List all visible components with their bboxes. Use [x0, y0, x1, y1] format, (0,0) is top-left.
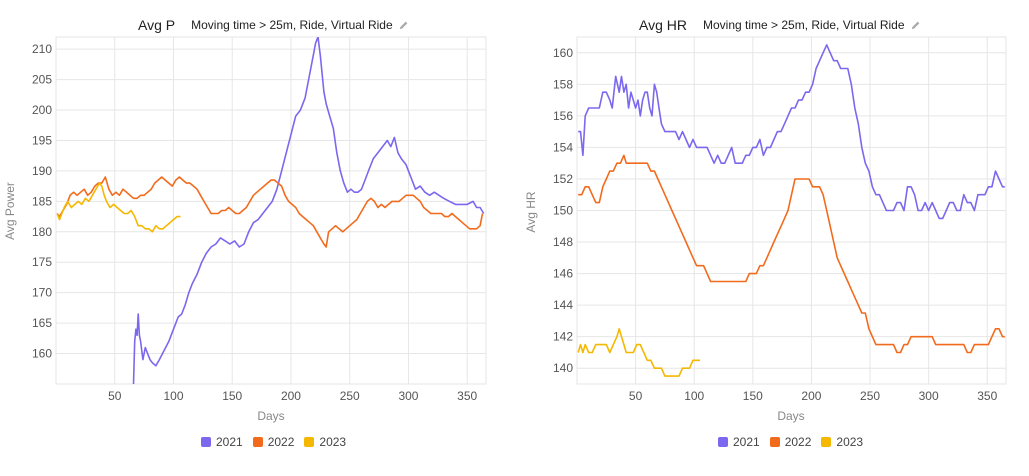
y-tick-label: 185: [32, 194, 52, 208]
y-tick-label: 180: [32, 225, 52, 239]
y-tick-label: 154: [553, 140, 573, 154]
legend-item-2021[interactable]: 2021: [718, 435, 760, 449]
y-tick-label: 175: [32, 255, 52, 269]
legend-label: 2022: [784, 435, 812, 449]
chart-avg-hr: 140 142 144 146 148 150 152 154 156 158 160 50 100 15…: [524, 36, 1007, 423]
legend-swatch: [201, 437, 211, 447]
chart-filter-subtitle[interactable]: Moving time > 25m, Ride, Virtual Ride: [702, 18, 905, 32]
y-tick-label: 205: [32, 73, 52, 87]
y-tick-label: 158: [553, 77, 573, 91]
pencil-icon[interactable]: [910, 20, 921, 31]
x-tick-label: 150: [743, 389, 763, 403]
chart-title: Avg P: [138, 17, 176, 33]
y-tick-label: 156: [553, 109, 573, 123]
y-tick-label: 150: [553, 204, 573, 218]
x-tick-label: 250: [340, 389, 360, 403]
y-tick-label: 144: [553, 298, 573, 312]
x-tick-label: 300: [919, 389, 939, 403]
x-tick-label: 250: [860, 389, 880, 403]
pencil-icon[interactable]: [398, 20, 409, 31]
y-tick-label: 160: [32, 347, 52, 361]
chart-header: Avg P Moving time > 25m, Ride, Virtual R…: [138, 15, 409, 35]
x-axis-label: Days: [257, 409, 284, 423]
series-line-2022: [578, 154, 1005, 354]
y-tick-label: 148: [553, 235, 573, 249]
chart-title: Avg HR: [639, 17, 687, 33]
y-tick-label: 165: [32, 316, 52, 330]
x-tick-label: 50: [108, 389, 122, 403]
series-line-2023: [56, 182, 181, 233]
y-tick-label: 146: [553, 267, 573, 281]
legend-swatch: [769, 437, 780, 447]
y-tick-label: 210: [32, 42, 52, 56]
series-line-2021: [132, 37, 485, 384]
x-axis-label: Days: [777, 409, 804, 423]
y-tick-label: 195: [32, 133, 52, 147]
x-tick-label: 50: [629, 389, 643, 403]
y-tick-label: 152: [553, 172, 573, 186]
y-tick-label: 190: [32, 164, 52, 178]
x-tick-label: 100: [684, 389, 704, 403]
legend-item-2021[interactable]: 2021: [201, 435, 243, 449]
y-tick-label: 200: [32, 103, 52, 117]
y-axis-label: Avg HR: [524, 191, 538, 232]
series-line-2022: [56, 176, 484, 248]
chart-panel-avg-hr: 140 142 144 146 148 150 152 154 156 158 160 50 100 15…: [515, 0, 1029, 476]
chart-header: Avg HR Moving time > 25m, Ride, Virtual …: [639, 15, 921, 35]
legend-item-2023[interactable]: 2023: [821, 435, 863, 449]
legend-label: 2023: [836, 435, 864, 449]
chart-panel-avg-power: 160 165 170 175 180 185 190 195 200 205 210 50 100 15…: [0, 0, 514, 476]
chart-filter-subtitle[interactable]: Moving time > 25m, Ride, Virtual Ride: [191, 18, 393, 32]
x-tick-label: 350: [977, 389, 997, 403]
x-tick-label: 100: [163, 389, 183, 403]
x-tick-label: 350: [457, 389, 477, 403]
chart-legend: 2021 2022 2023: [718, 435, 873, 449]
legend-label: 2022: [267, 435, 295, 449]
legend-swatch: [304, 437, 315, 447]
plot-frame: [55, 36, 487, 385]
y-tick-label: 160: [553, 46, 573, 60]
x-tick-label: 200: [281, 389, 301, 403]
series-line-2021: [578, 44, 1005, 220]
y-tick-label: 140: [553, 361, 573, 375]
legend-label: 2021: [216, 435, 243, 449]
legend-label: 2023: [319, 435, 347, 449]
series-line-2023: [577, 328, 701, 377]
legend-swatch: [821, 437, 832, 447]
chart-legend: 2021 2022 2023: [201, 435, 356, 449]
legend-swatch: [252, 437, 263, 447]
y-tick-label: 170: [32, 286, 52, 300]
legend-swatch: [718, 437, 728, 447]
x-tick-label: 300: [398, 389, 418, 403]
y-tick-label: 142: [553, 330, 573, 344]
legend-item-2022[interactable]: 2022: [252, 435, 295, 449]
chart-avg-power: 160 165 170 175 180 185 190 195 200 205 210 50 100 15…: [3, 36, 487, 423]
legend-item-2022[interactable]: 2022: [769, 435, 812, 449]
x-tick-label: 200: [801, 389, 821, 403]
y-axis-label: Avg Power: [3, 182, 17, 240]
legend-item-2023[interactable]: 2023: [304, 435, 346, 449]
x-tick-label: 150: [222, 389, 242, 403]
legend-label: 2021: [733, 435, 760, 449]
